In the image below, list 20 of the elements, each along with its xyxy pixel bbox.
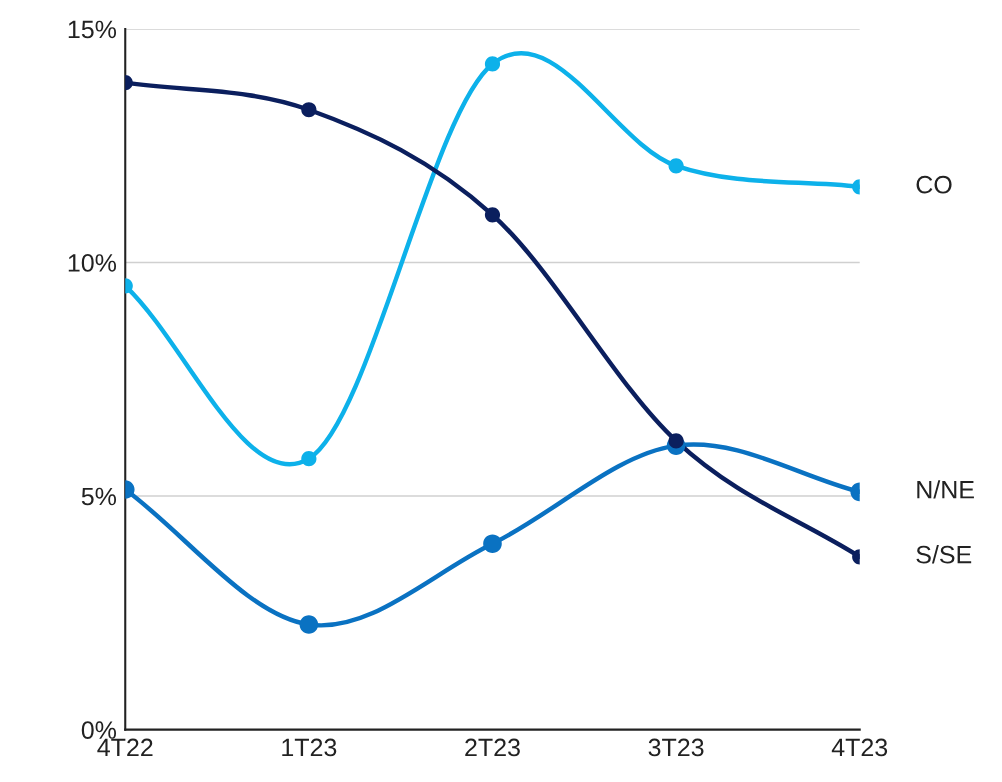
y-tick-label: 10% [68,254,117,272]
point [301,451,317,467]
x-tick-label: 4T22 [97,738,153,757]
point [301,102,317,118]
point [483,534,502,554]
x-tick-label: 2T23 [465,738,520,757]
y-tick-label: 5% [81,487,117,506]
x-tick-label: 1T23 [282,738,337,757]
point [484,56,501,72]
point [668,433,684,449]
y-tick-label: 0% [81,721,117,739]
x-tick-label: 3T23 [648,738,704,757]
y-tick-label: 15% [68,20,117,39]
series-label: N/NE [917,480,974,499]
point [299,615,319,634]
series-label: S/SE [916,545,972,564]
series-label: CO [916,175,952,194]
x-tick-label: 4T23 [831,738,888,757]
point [668,158,684,174]
point [484,207,501,223]
